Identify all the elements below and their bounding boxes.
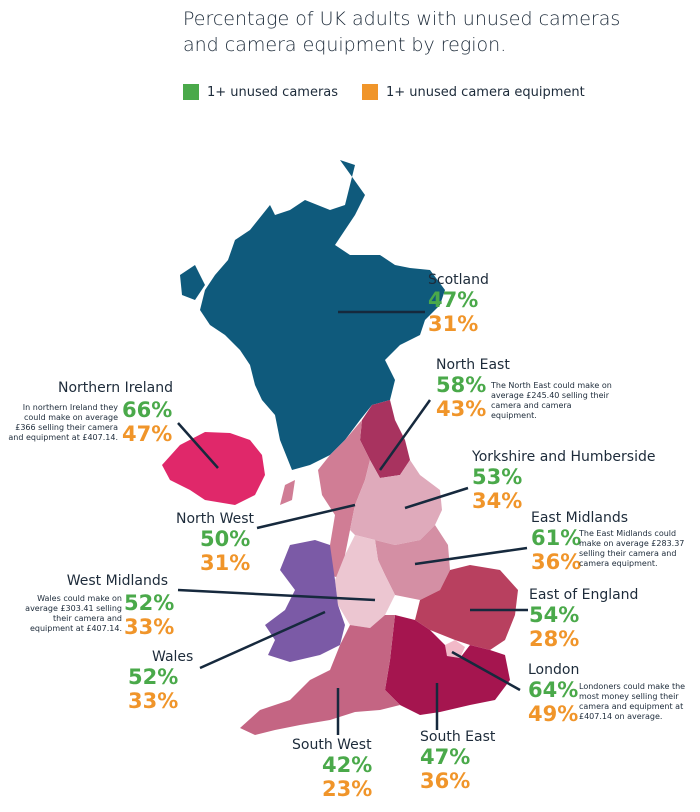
- legend-swatch-orange: [362, 84, 378, 100]
- region-east-of-england: [415, 565, 518, 650]
- region-scotland: [200, 160, 445, 470]
- label-north-west: North West 50% 31%: [176, 511, 254, 575]
- cameras-pct: 50%: [200, 527, 251, 551]
- scotland-islands: [180, 265, 205, 300]
- title-line-2: and camera equipment by region.: [183, 34, 507, 56]
- equipment-pct: 34%: [472, 489, 523, 513]
- region-name: Northern Ireland: [58, 380, 174, 396]
- label-south-east: South East 47% 36%: [420, 729, 495, 793]
- region-name: London: [528, 662, 580, 678]
- label-northern-ireland-name: Northern Ireland: [58, 380, 174, 396]
- legend-cameras: 1+ unused cameras: [183, 84, 338, 100]
- note-northern-ireland: In northern Ireland they could make on a…: [8, 403, 118, 442]
- region-name: East of England: [529, 587, 639, 603]
- region-name: East Midlands: [531, 510, 629, 526]
- cameras-pct: 58%: [436, 373, 487, 397]
- note-west-midlands: Wales could make on average £303.41 sell…: [25, 594, 122, 633]
- region-wales: [265, 540, 345, 662]
- equipment-pct: 28%: [529, 627, 580, 651]
- equipment-pct: 36%: [420, 769, 471, 793]
- equipment-pct: 31%: [200, 551, 251, 575]
- note-east-midlands: The East Midlands could make on average …: [579, 529, 685, 568]
- region-name: West Midlands: [66, 573, 168, 589]
- title-line-1: Percentage of UK adults with unused came…: [183, 8, 621, 30]
- note-north-east: The North East could make on average £24…: [491, 381, 612, 420]
- cameras-pct: 52%: [128, 665, 179, 689]
- note-london: Londoners could make the most money sell…: [579, 682, 686, 721]
- cameras-pct: 47%: [420, 745, 471, 769]
- cameras-pct: 47%: [428, 288, 479, 312]
- region-northern-ireland: [162, 432, 265, 505]
- label-west-midlands-name: West Midlands: [40, 573, 168, 589]
- region-east-midlands: [375, 525, 450, 600]
- cameras-pct: 42%: [322, 753, 373, 777]
- label-london: London 64% 49%: [528, 662, 579, 726]
- cameras-pct: 53%: [472, 465, 523, 489]
- region-north-west: [318, 420, 370, 580]
- equipment-pct: 31%: [428, 312, 479, 336]
- equipment-pct: 36%: [531, 550, 582, 574]
- legend-swatch-green: [183, 84, 199, 100]
- cameras-pct: 52%: [124, 591, 175, 615]
- cameras-pct: 66%: [122, 398, 173, 422]
- cameras-pct: 64%: [528, 678, 579, 702]
- label-east-midlands: East Midlands 61% 36%: [531, 510, 628, 574]
- leader-lines: [177, 310, 528, 735]
- equipment-pct: 33%: [128, 689, 179, 713]
- label-north-east: North East 58% 43%: [436, 357, 510, 421]
- cameras-pct: 61%: [531, 526, 582, 550]
- label-yorkshire: Yorkshire and Humberside 53% 34%: [472, 449, 655, 513]
- region-south-east: [385, 615, 510, 715]
- region-name: Scotland: [428, 272, 489, 288]
- region-west-midlands: [335, 535, 395, 628]
- equipment-pct: 33%: [124, 615, 175, 639]
- equipment-pct: 23%: [322, 777, 373, 801]
- region-yorkshire: [350, 460, 442, 545]
- cameras-pct: 54%: [529, 603, 580, 627]
- legend-label: 1+ unused camera equipment: [386, 84, 585, 100]
- label-east-of-england: East of England 54% 28%: [529, 587, 638, 651]
- region-north-east: [360, 400, 410, 478]
- label-northern-ireland: 66% 47%: [122, 398, 172, 446]
- region-south-west: [240, 615, 400, 735]
- region-name: Yorkshire and Humberside: [472, 449, 656, 465]
- label-west-midlands: 52% 33%: [124, 591, 174, 639]
- region-london: [445, 640, 465, 658]
- region-name: South East: [420, 729, 496, 745]
- region-name: South West: [292, 737, 372, 753]
- label-south-west: South West 42% 23%: [292, 737, 372, 801]
- legend-label: 1+ unused cameras: [207, 84, 339, 100]
- label-scotland: Scotland 47% 31%: [428, 272, 489, 336]
- label-wales: Wales 52% 33%: [128, 649, 194, 713]
- equipment-pct: 49%: [528, 702, 579, 726]
- legend-equipment: 1+ unused camera equipment: [362, 84, 585, 100]
- region-name: North West: [176, 511, 255, 527]
- page-title: Percentage of UK adults with unused came…: [183, 6, 620, 58]
- equipment-pct: 47%: [122, 422, 173, 446]
- equipment-pct: 43%: [436, 397, 487, 421]
- region-name: Wales: [152, 649, 194, 665]
- isle-of-man: [280, 480, 295, 505]
- region-name: North East: [436, 357, 510, 373]
